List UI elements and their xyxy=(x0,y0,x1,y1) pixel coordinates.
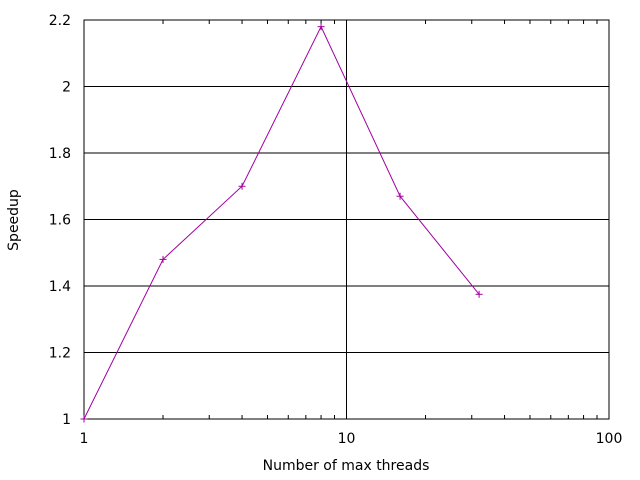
y-tick-label: 1.4 xyxy=(49,279,71,295)
y-tick-label: 2.2 xyxy=(49,13,71,29)
data-point xyxy=(159,255,167,263)
data-point xyxy=(317,23,325,31)
x-tick-label: 10 xyxy=(338,431,356,447)
data-point xyxy=(238,182,246,190)
y-tick-label: 1.6 xyxy=(49,213,71,229)
x-tick-labels: 1 10 100 xyxy=(80,431,623,447)
grid-lines xyxy=(84,20,609,419)
y-tick-label: 1.2 xyxy=(49,346,71,362)
data-point xyxy=(80,415,88,423)
data-point xyxy=(475,290,483,298)
data-point xyxy=(396,192,404,200)
series-line xyxy=(83,25,480,420)
y-tick-labels: 1 1.2 1.4 1.6 1.8 2 2.2 xyxy=(49,13,71,428)
x-tick-label: 100 xyxy=(596,431,623,447)
axis-ticks xyxy=(83,19,610,420)
y-tick-label: 1.8 xyxy=(49,146,71,162)
y-tick-label: 1 xyxy=(62,412,71,428)
x-tick-label: 1 xyxy=(80,431,89,447)
y-axis-label: Speedup xyxy=(6,189,22,251)
series-layer xyxy=(80,23,483,423)
x-axis-label: Number of max threads xyxy=(263,458,430,474)
y-tick-label: 2 xyxy=(62,80,71,96)
